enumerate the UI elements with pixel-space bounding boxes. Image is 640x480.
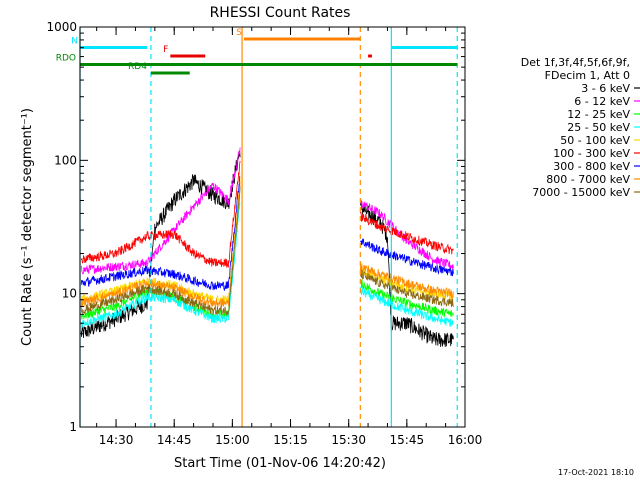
series-line-7 [80, 175, 454, 291]
flag-label-rd4: RD4 [128, 62, 147, 72]
flag-label-rdo: RDO [56, 54, 76, 64]
x-tick-label: 15:45 [390, 433, 425, 447]
y-axis-label: Count Rate (s⁻¹ detector segment⁻¹) [20, 108, 35, 346]
legend-label-6: 100 - 300 keV [553, 147, 630, 160]
flag-label-n: N [71, 37, 78, 47]
series-line-2 [80, 147, 454, 275]
x-tick-label: 14:45 [157, 433, 192, 447]
series-line-6 [80, 160, 454, 269]
series-line-4 [80, 202, 454, 328]
y-tick-label: 10 [62, 287, 77, 301]
x-axis-label: Start Time (01-Nov-06 14:20:42) [174, 456, 386, 471]
legend-label-9: 7000 - 15000 keV [532, 186, 630, 199]
y-tick-label: 100 [54, 153, 77, 167]
x-tick-label: 14:30 [99, 433, 134, 447]
legend-label-8: 800 - 7000 keV [546, 173, 630, 186]
legend-label-7: 300 - 800 keV [553, 160, 630, 173]
footer-timestamp: 17-Oct-2021 18:10 [558, 468, 634, 477]
legend-label-1: 3 - 6 keV [581, 82, 630, 95]
legend-label-3: 12 - 25 keV [567, 108, 630, 121]
legend-label-2: 6 - 12 keV [574, 95, 630, 108]
series-line-1 [80, 150, 454, 348]
legend-header-line-2: FDecim 1, Att 0 [545, 69, 630, 82]
plot-frame [79, 26, 466, 428]
legend-label-4: 25 - 50 keV [567, 121, 630, 134]
y-tick-label: 1 [69, 420, 77, 434]
x-tick-label: 15:30 [331, 433, 366, 447]
legend-header-line-1: Det 1f,3f,4f,5f,6f,9f, [521, 56, 630, 69]
x-tick-label: 16:00 [448, 433, 483, 447]
chart-title: RHESSI Count Rates [210, 5, 351, 21]
x-tick-label: 15:00 [215, 433, 250, 447]
x-tick-label: 15:15 [273, 433, 308, 447]
axis-layer: 14:30 14:45 15:00 15:15 15:30 15:45 16:00 1 10 10… [46, 20, 482, 447]
flag-label-s: S [236, 28, 242, 38]
flag-label-f: F [163, 45, 168, 55]
y-tick-label: 1000 [46, 20, 77, 34]
legend: Det 1f,3f,4f,5f,6f,9f, FDecim 1, Att 0 3… [521, 56, 640, 199]
series-line-9 [80, 186, 454, 315]
series-layer [80, 147, 454, 348]
legend-label-5: 50 - 100 keV [560, 134, 630, 147]
